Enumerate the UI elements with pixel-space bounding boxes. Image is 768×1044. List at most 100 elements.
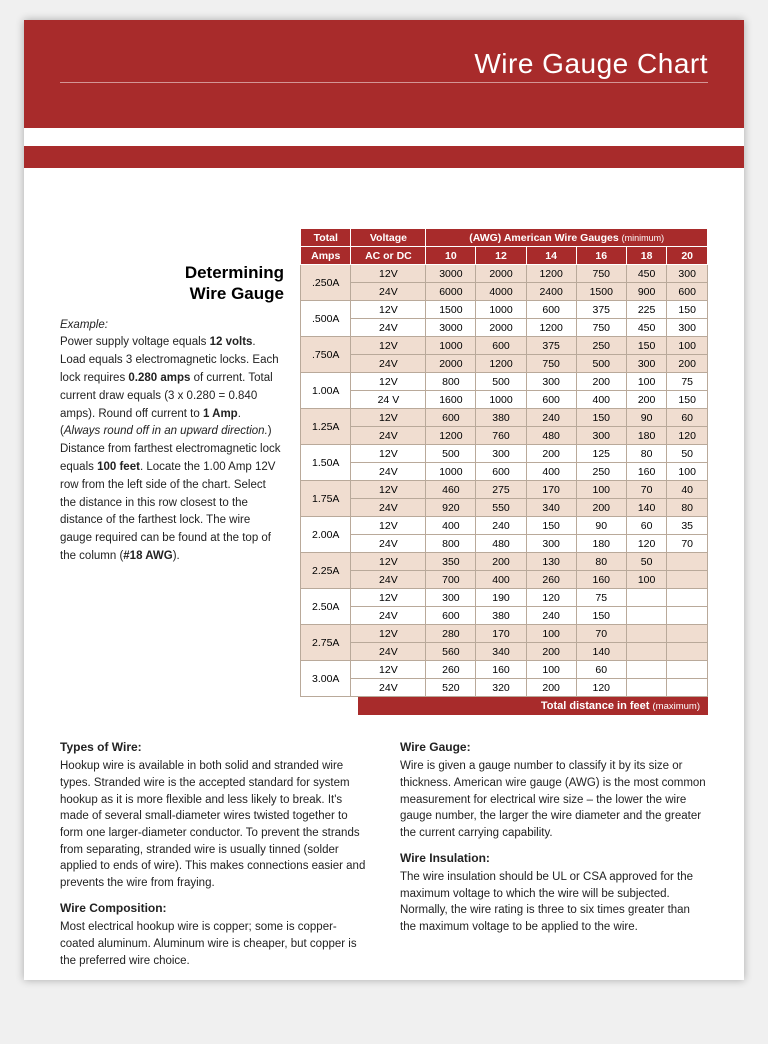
cell-distance: 100 [626,373,667,391]
cell-distance: 400 [476,571,526,589]
th-awg-text: (AWG) American Wire Gauges [469,232,618,244]
table-row: 2.75A12V28017010070 [301,625,708,643]
cell-distance: 600 [526,391,576,409]
cell-distance: 480 [526,427,576,445]
cell-distance: 170 [476,625,526,643]
cell-distance: 1600 [426,391,476,409]
table-row: 24 V16001000600400200150 [301,391,708,409]
cell-distance: 100 [526,661,576,679]
cell-distance: 560 [426,643,476,661]
table-row: 1.00A12V80050030020010075 [301,373,708,391]
cell-distance: 70 [626,481,667,499]
table-row: 24V80048030018012070 [301,535,708,553]
cell-distance: 520 [426,679,476,697]
th-total: Total [301,229,351,247]
cell-distance: 275 [476,481,526,499]
cell-distance: 80 [667,499,708,517]
cell-distance [626,661,667,679]
cell-distance: 1000 [426,337,476,355]
cell-voltage: 12V [351,553,426,571]
cell-distance: 120 [576,679,626,697]
cell-distance: 3000 [426,319,476,337]
cell-distance [667,607,708,625]
cell-distance: 240 [526,409,576,427]
cell-distance: 40 [667,481,708,499]
cell-distance: 240 [476,517,526,535]
document-page: Wire Gauge Chart Determining Wire Gauge … [24,20,744,980]
cell-amps: 1.00A [301,373,351,409]
cell-amps: 2.50A [301,589,351,625]
cell-distance [667,571,708,589]
cell-distance: 300 [667,265,708,283]
cell-distance: 340 [526,499,576,517]
cell-distance: 170 [526,481,576,499]
cell-amps: .250A [301,265,351,301]
cell-voltage: 24V [351,499,426,517]
section-heading: Wire Gauge: [400,739,708,756]
cell-distance [667,679,708,697]
cell-distance: 35 [667,517,708,535]
table-row: 1.25A12V6003802401509060 [301,409,708,427]
cell-distance: 380 [476,607,526,625]
cell-distance: 150 [576,409,626,427]
cell-distance: 920 [426,499,476,517]
cell-amps: 3.00A [301,661,351,697]
cell-distance: 300 [426,589,476,607]
cell-distance [626,607,667,625]
cell-distance: 750 [576,319,626,337]
cell-distance: 100 [626,571,667,589]
cell-distance: 140 [576,643,626,661]
th-amps: Amps [301,247,351,265]
top-row: Determining Wire Gauge Example: Power su… [60,228,708,715]
cell-distance: 200 [526,445,576,463]
cell-amps: 2.75A [301,625,351,661]
cell-distance: 400 [426,517,476,535]
table-row: 24V600380240150 [301,607,708,625]
cell-distance: 200 [576,499,626,517]
cell-distance: 200 [476,553,526,571]
cell-voltage: 24V [351,679,426,697]
cell-distance: 150 [526,517,576,535]
left-column: Determining Wire Gauge Example: Power su… [60,228,284,715]
cell-distance: 600 [667,283,708,301]
cell-distance: 350 [426,553,476,571]
header-gap [24,128,744,146]
cell-distance: 100 [526,625,576,643]
cell-distance: 200 [576,373,626,391]
bottom-right-col: Wire Gauge:Wire is given a gauge number … [400,739,708,969]
cell-distance: 90 [576,517,626,535]
table-row: 24V20001200750500300200 [301,355,708,373]
th-g16: 16 [576,247,626,265]
cell-distance: 750 [576,265,626,283]
cell-distance [626,643,667,661]
cell-voltage: 24V [351,535,426,553]
table-row: 24V700400260160100 [301,571,708,589]
table-row: .750A12V1000600375250150100 [301,337,708,355]
cell-distance: 180 [626,427,667,445]
bottom-row: Types of Wire:Hookup wire is available i… [60,739,708,969]
cell-distance: 200 [667,355,708,373]
cell-distance: 450 [626,319,667,337]
cell-distance: 50 [667,445,708,463]
cell-distance: 120 [667,427,708,445]
cell-amps: 1.25A [301,409,351,445]
cell-distance [626,589,667,607]
cell-distance: 80 [576,553,626,571]
cell-amps: .750A [301,337,351,373]
cell-distance: 1500 [426,301,476,319]
cell-distance: 150 [576,607,626,625]
cell-distance [667,625,708,643]
cell-distance: 600 [476,463,526,481]
cell-distance: 280 [426,625,476,643]
section-heading: Wire Composition: [60,900,368,917]
cell-distance: 100 [667,463,708,481]
cell-voltage: 24V [351,607,426,625]
table-row: 2.00A12V400240150906035 [301,517,708,535]
table-row: 3.00A12V26016010060 [301,661,708,679]
cell-distance: 160 [576,571,626,589]
table-row: 24V520320200120 [301,679,708,697]
th-g18: 18 [626,247,667,265]
heading-line1: Determining [185,263,284,282]
cell-amps: 2.25A [301,553,351,589]
th-g20: 20 [667,247,708,265]
